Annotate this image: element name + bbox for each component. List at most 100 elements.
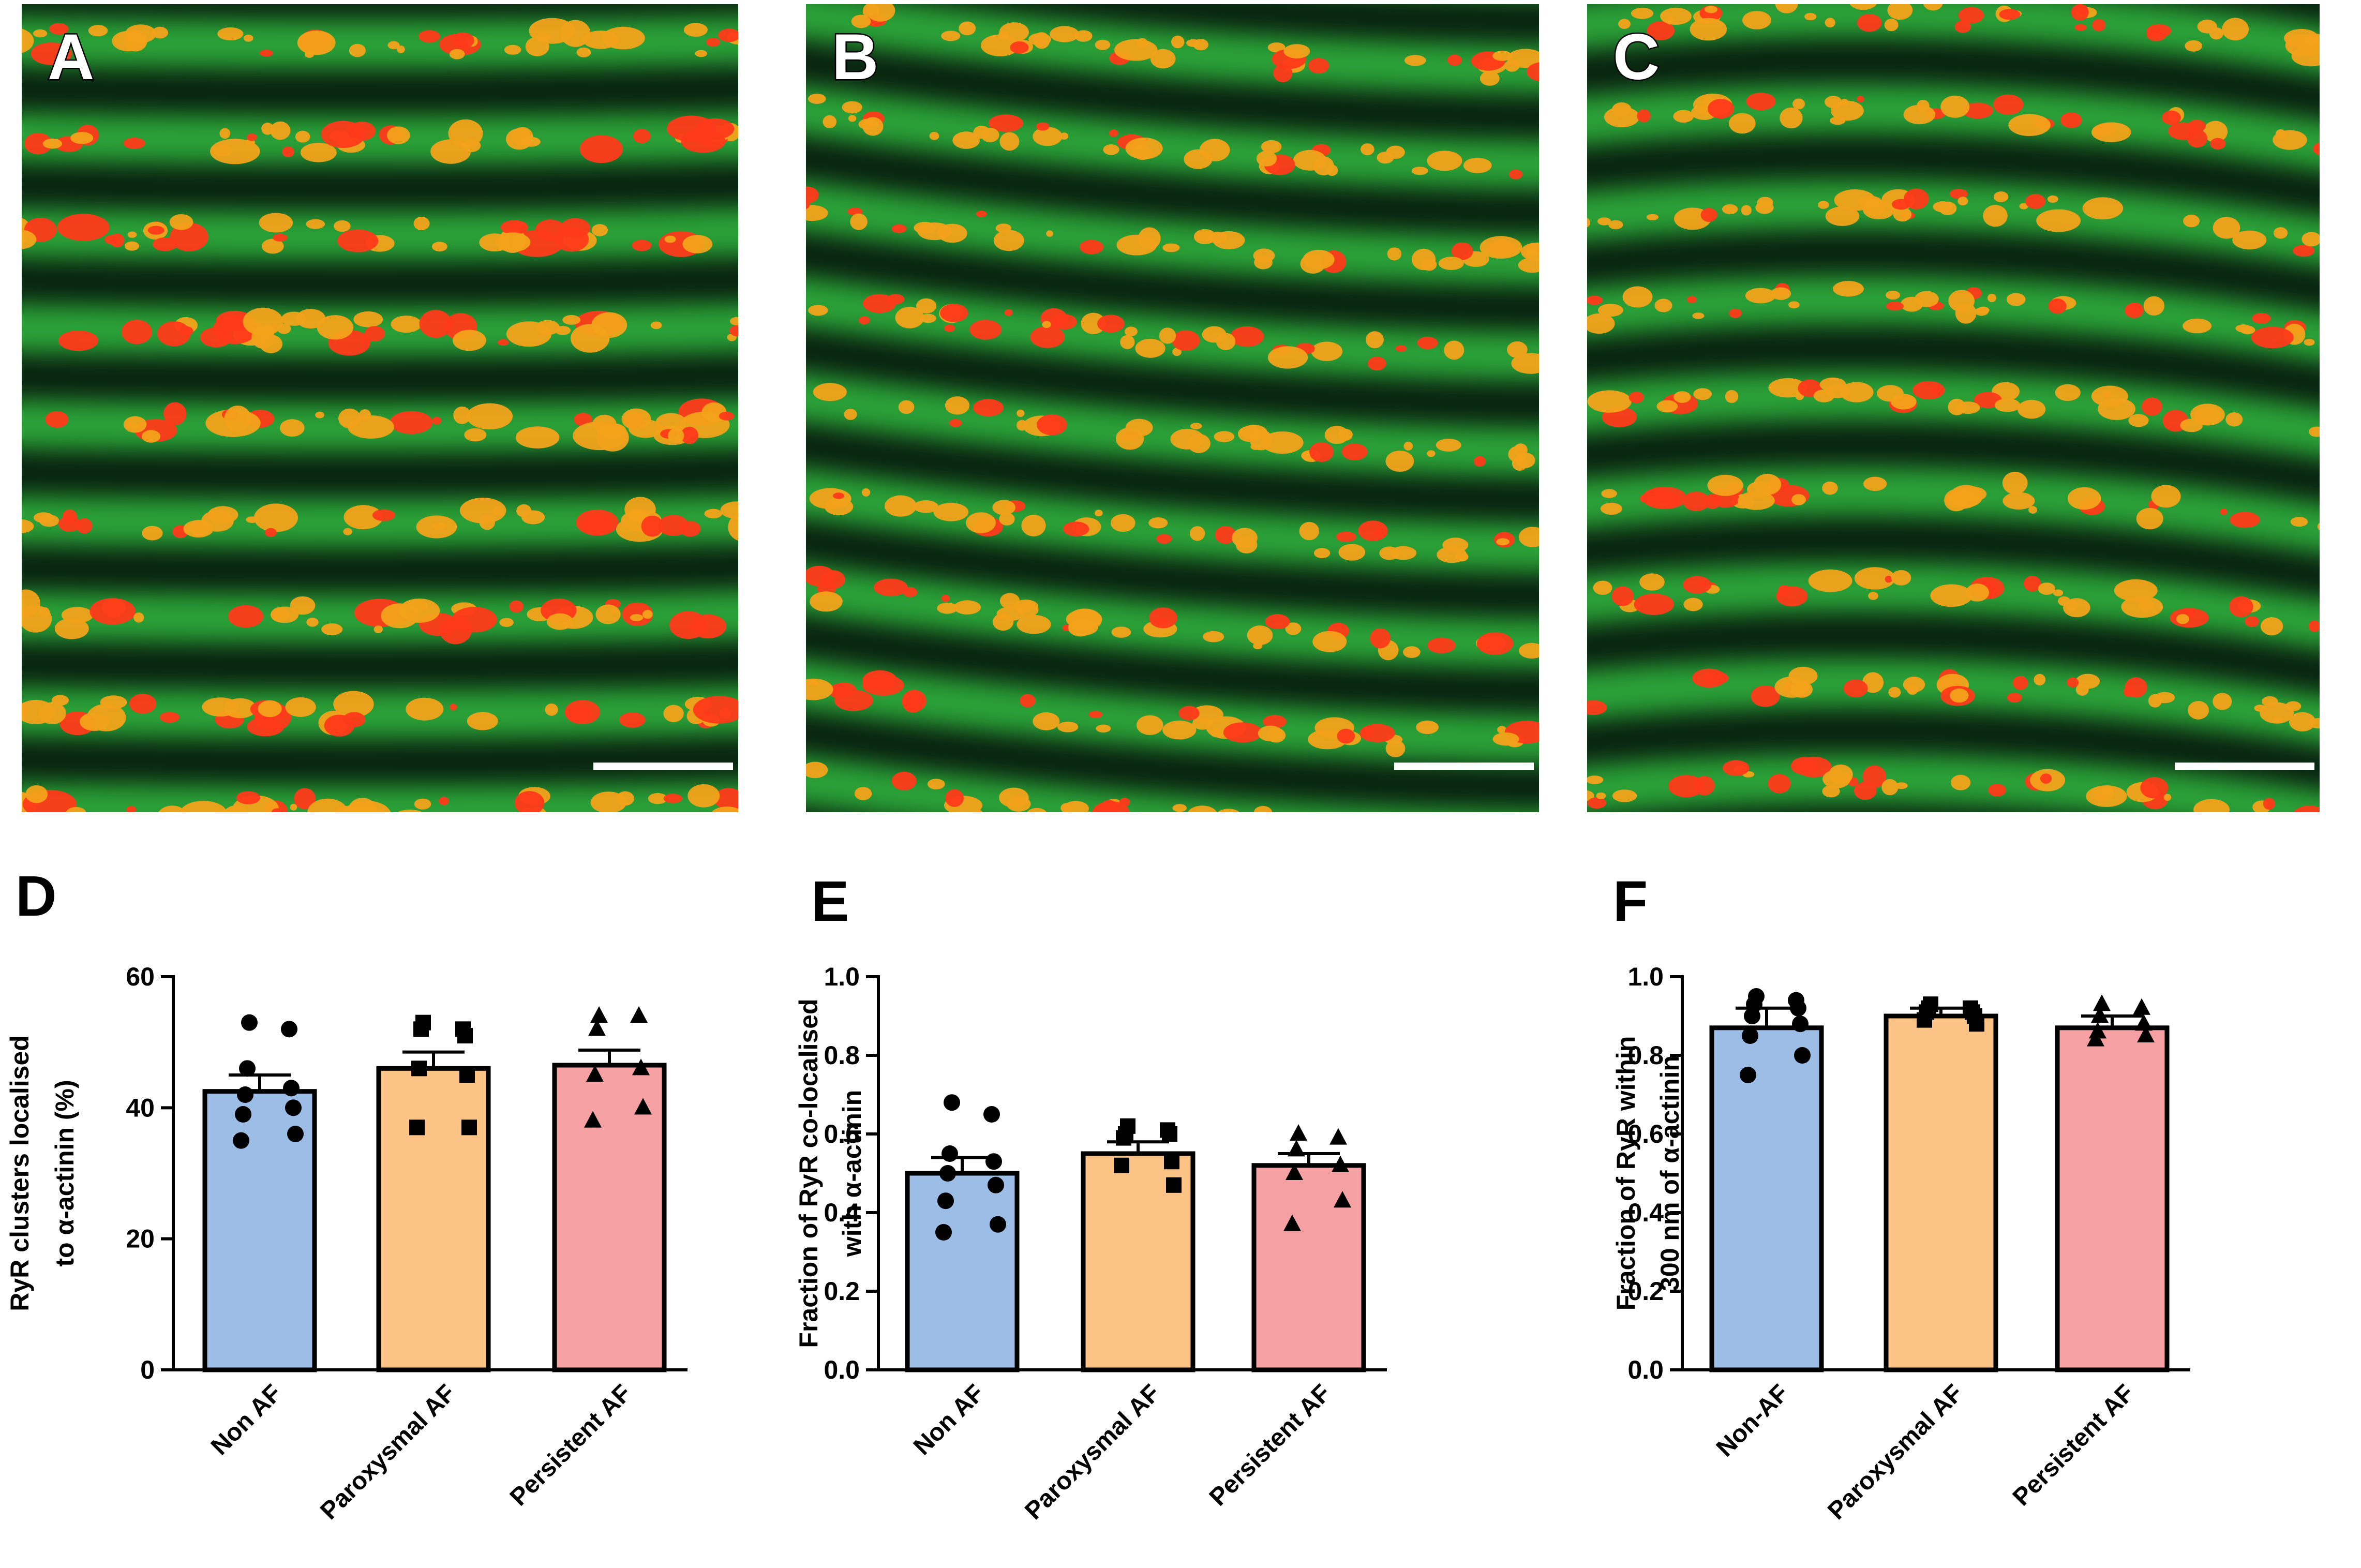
bar (2055, 1025, 2170, 1372)
data-point (983, 1106, 1000, 1123)
data-point (241, 1014, 258, 1031)
data-point (409, 1119, 425, 1136)
y-tick-label: 0.2 (1627, 1277, 1664, 1306)
y-tick-label: 20 (126, 1224, 155, 1253)
y-tick-label: 40 (126, 1093, 155, 1122)
data-point (1334, 1191, 1351, 1208)
data-point (632, 1058, 650, 1076)
data-point (1332, 1155, 1349, 1172)
y-tick-label: 0.8 (1627, 1041, 1664, 1070)
data-point (990, 1216, 1006, 1233)
panel-letter-c: C (1613, 21, 1660, 93)
data-point (235, 1106, 251, 1123)
data-point (233, 1132, 249, 1149)
data-point (237, 1086, 253, 1103)
data-point (411, 1061, 427, 1077)
y-tick-label: 0.2 (824, 1277, 860, 1306)
y-axis-label: with α-actinin (838, 1090, 866, 1257)
data-point (1116, 1130, 1131, 1146)
bar (1251, 1163, 1366, 1372)
data-point (1286, 1163, 1303, 1180)
bar (1884, 1013, 1998, 1372)
x-tick-label: Persistent AF (505, 1379, 637, 1511)
data-point (1917, 1012, 1932, 1028)
data-point (584, 1111, 602, 1128)
data-point (1794, 1047, 1811, 1064)
chart-d: D 0 20 40 60 RyR clusters localised to α-actin… (5, 864, 688, 1525)
bar (1709, 1025, 1824, 1372)
y-tick-label: 0.8 (824, 1041, 860, 1070)
data-point (2135, 1014, 2153, 1031)
scale-bar (593, 763, 733, 770)
data-point (1166, 1177, 1182, 1193)
bar (376, 1066, 491, 1372)
data-point (944, 1094, 960, 1111)
x-tick-label: Paroxysmal AF (315, 1379, 460, 1525)
data-point (1162, 1126, 1177, 1142)
data-point (1790, 999, 1806, 1017)
data-point (988, 1176, 1004, 1193)
data-point (586, 1065, 604, 1082)
y-tick-label: 0.0 (1627, 1355, 1664, 1384)
data-point (461, 1119, 477, 1136)
scale-bar (2175, 763, 2314, 770)
data-point (634, 1098, 652, 1115)
panel-letter-d: D (16, 864, 56, 928)
data-point (457, 1028, 473, 1043)
y-axis-label: to α-actinin (%) (50, 1080, 79, 1266)
data-point (2087, 1029, 2104, 1047)
data-point (1114, 1157, 1129, 1173)
data-point (1283, 1214, 1301, 1231)
data-point (287, 1126, 304, 1142)
y-tick-label: 1.0 (1627, 962, 1664, 991)
micrograph-panels: A B C (22, 4, 2320, 812)
y-axis-label: 300 nm of α-actinin (1655, 1055, 1684, 1291)
data-point (283, 1080, 300, 1097)
data-point (239, 1060, 256, 1077)
y-tick-label: 60 (126, 962, 155, 991)
x-tick-label: Persistent AF (1204, 1379, 1336, 1511)
data-point (413, 1021, 429, 1037)
micrograph-b: B (806, 4, 1539, 812)
y-tick-label: 0.6 (1627, 1119, 1664, 1148)
data-point (590, 1006, 608, 1023)
x-tick-label: Non AF (908, 1379, 990, 1460)
data-point (1164, 1154, 1179, 1170)
data-point (2133, 998, 2150, 1015)
data-point (459, 1067, 475, 1083)
panel-letter-f: F (1613, 870, 1648, 933)
y-axis-label: Fraction of RyR within (1611, 1036, 1640, 1311)
y-tick-label: 0.6 (824, 1119, 860, 1148)
data-point (1740, 1067, 1756, 1083)
data-point (588, 1019, 606, 1036)
data-point (1792, 1016, 1809, 1033)
data-point (1290, 1124, 1307, 1141)
bar (1081, 1151, 1196, 1372)
y-axis-label: Fraction of RyR co-localised (794, 998, 823, 1348)
data-point (630, 1006, 648, 1023)
data-point (939, 1165, 956, 1182)
data-point (1969, 1016, 1984, 1032)
y-tick-label: 0.4 (1627, 1198, 1664, 1227)
data-point (2091, 1006, 2109, 1023)
x-tick-label: Paroxysmal AF (1822, 1379, 1968, 1525)
data-point (1744, 1008, 1760, 1024)
data-point (1329, 1128, 1347, 1145)
scale-bar (1394, 763, 1534, 770)
data-point (285, 1099, 302, 1116)
panel-letter-b: B (832, 21, 878, 93)
micrograph-a: A (22, 4, 738, 812)
micrograph-c: C (1587, 4, 2320, 812)
x-tick-label: Non AF (206, 1379, 287, 1460)
data-point (2137, 1026, 2155, 1042)
chart-f: F 0.0 0.2 0.4 0.6 0.8 1.0 Fraction of RyR withi… (1611, 870, 2190, 1525)
y-axis-label: RyR clusters localised (5, 1035, 34, 1311)
y-tick-label: 1.0 (824, 962, 860, 991)
x-tick-label: Paroxysmal AF (1020, 1379, 1165, 1525)
panel-letter-e: E (811, 870, 849, 933)
panel-letter-a: A (48, 21, 94, 93)
y-tick-label: 0 (140, 1355, 155, 1384)
data-point (281, 1021, 297, 1038)
